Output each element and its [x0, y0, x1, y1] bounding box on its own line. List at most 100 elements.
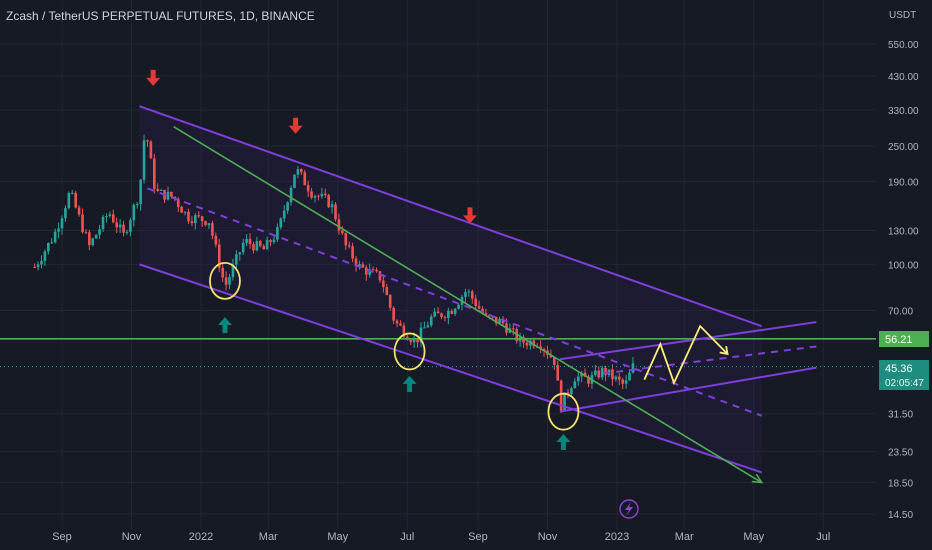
candle-body	[416, 338, 419, 343]
candle-body	[166, 191, 170, 200]
candle-body	[429, 316, 433, 326]
candle-body	[464, 291, 467, 297]
candle-body	[611, 369, 614, 380]
candle-body	[594, 370, 597, 376]
chart-grid	[0, 0, 876, 530]
candle-body	[341, 230, 344, 234]
price-axis-panel[interactable]	[876, 0, 932, 550]
candle-body	[621, 379, 624, 384]
drawings[interactable]	[0, 105, 876, 484]
channel-fill	[139, 106, 762, 473]
candle-body	[494, 316, 498, 324]
candle-body	[385, 287, 389, 296]
sell-arrow-icon	[146, 69, 161, 86]
candle-body	[402, 325, 406, 337]
candle-body	[74, 192, 77, 208]
level-price-label: 56.21	[885, 334, 913, 346]
candle-body	[282, 210, 286, 219]
lightning-icon[interactable]	[619, 499, 639, 519]
circled-low	[393, 332, 426, 371]
candle-body	[423, 327, 426, 329]
price-tick-label: 190.00	[888, 177, 919, 188]
new-channel-lower-line[interactable]	[559, 366, 817, 413]
time-tick-label: May	[743, 531, 764, 543]
candle-body	[101, 216, 105, 230]
candle-body	[194, 215, 197, 224]
candle-body	[344, 233, 348, 246]
candle-body	[77, 207, 81, 215]
channel-upper-line[interactable]	[139, 105, 763, 328]
candle-body	[347, 245, 351, 247]
candle-body	[388, 295, 392, 308]
descending-trendline[interactable]	[173, 126, 763, 484]
candle-body	[255, 240, 259, 251]
candle-body	[70, 192, 74, 194]
candle-body	[399, 323, 402, 326]
channel-lower-line[interactable]	[139, 263, 763, 474]
candle-body	[132, 204, 136, 221]
candle-body	[235, 254, 238, 265]
time-tick-label: 2023	[605, 531, 629, 543]
candle-body	[159, 189, 163, 191]
price-tick-label: 250.00	[888, 142, 919, 153]
candle-body	[310, 191, 313, 198]
candle-body	[64, 208, 67, 219]
candle-body	[183, 211, 187, 213]
candle-body	[139, 179, 142, 205]
candle-body	[474, 298, 477, 307]
candle-body	[221, 267, 224, 278]
new-channel-upper-line[interactable]	[559, 321, 817, 361]
time-axis-labels: Sep Nov 2022 Mar May Jul Sep Nov 2023 Mar May Jul	[52, 531, 830, 543]
circled-low	[209, 261, 241, 300]
candle-body	[286, 202, 289, 211]
candle-body	[43, 251, 47, 261]
candle-body	[118, 224, 122, 228]
time-tick-label: Sep	[468, 531, 488, 543]
candle-body	[258, 240, 262, 247]
candle-body	[453, 308, 457, 314]
candle-body	[306, 185, 310, 192]
candle-body	[269, 240, 272, 243]
candle-body	[419, 327, 423, 343]
candle-body	[447, 310, 450, 318]
time-tick-label: Mar	[259, 531, 278, 543]
candle-body	[57, 228, 60, 232]
candle-body	[262, 246, 266, 250]
candle-body	[289, 187, 293, 203]
price-tick-label: 550.00	[888, 40, 919, 51]
candle-body	[279, 218, 283, 228]
candle-body	[156, 188, 160, 191]
time-tick-label: Jul	[816, 531, 830, 543]
channel-mid-line[interactable]	[147, 187, 763, 417]
channel-shading	[139, 106, 762, 473]
candle-body	[614, 376, 618, 380]
candle-body	[559, 380, 563, 412]
new-channel-mid-line[interactable]	[603, 345, 817, 375]
candle-body	[532, 340, 536, 347]
candle-body	[47, 242, 50, 252]
candle-body	[337, 219, 341, 231]
buy-arrow-icon	[556, 434, 571, 451]
candle-body	[395, 320, 399, 324]
candle-body	[330, 204, 334, 208]
candle-body	[556, 364, 560, 381]
candle-body	[566, 392, 570, 395]
candle-body	[105, 216, 108, 218]
candle-body	[217, 244, 221, 268]
candle-body	[450, 310, 454, 314]
candle-body	[573, 381, 577, 389]
price-tick-label: 31.50	[888, 410, 913, 421]
candle-body	[204, 221, 207, 226]
candle-body	[125, 231, 129, 233]
price-tick-label: 330.00	[888, 106, 919, 117]
sell-arrow-icon	[288, 117, 303, 134]
candle-body	[600, 367, 604, 378]
candle-body	[317, 195, 320, 197]
candle-body	[36, 264, 40, 268]
projection-arrowhead	[719, 345, 729, 356]
candle-body	[313, 195, 317, 198]
price-axis-ticks: 550.00 430.00 330.00 250.00 190.00 130.00 100.…	[888, 40, 919, 521]
projection-path[interactable]	[643, 324, 729, 386]
candle-body	[501, 318, 505, 324]
